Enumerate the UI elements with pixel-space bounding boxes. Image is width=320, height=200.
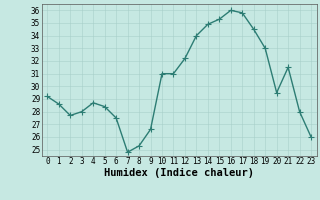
X-axis label: Humidex (Indice chaleur): Humidex (Indice chaleur) xyxy=(104,168,254,178)
